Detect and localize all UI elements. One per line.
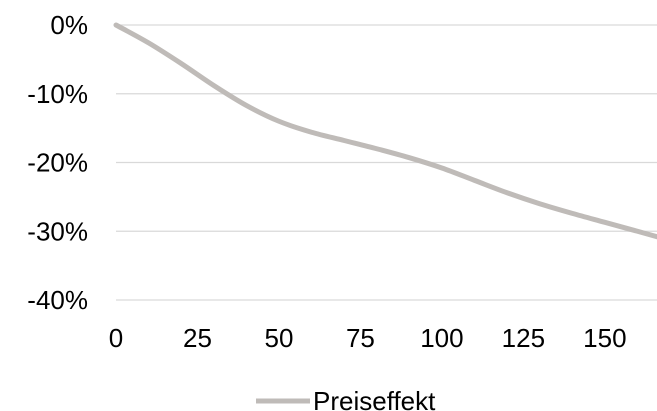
series-line-0 bbox=[113, 22, 657, 240]
x-tick-label: 100 bbox=[420, 323, 463, 353]
y-tick-label: -40% bbox=[27, 285, 88, 315]
y-tick-label: -20% bbox=[27, 148, 88, 178]
x-tick-label: 0 bbox=[109, 323, 123, 353]
x-tick-label: 150 bbox=[583, 323, 626, 353]
y-axis-tick-labels: 0% -10% -20% -30% -40% bbox=[27, 10, 88, 315]
series-layer bbox=[113, 22, 657, 240]
y-tick-label: 0% bbox=[50, 10, 88, 40]
x-tick-label: 75 bbox=[346, 323, 375, 353]
x-tick-label: 50 bbox=[264, 323, 293, 353]
grid-layer bbox=[116, 24, 657, 301]
y-tick-label: -30% bbox=[27, 216, 88, 246]
legend-label: Preiseffekt bbox=[313, 386, 436, 411]
x-axis-tick-labels: 0 25 50 75 100 125 150 bbox=[109, 323, 627, 353]
legend: Preiseffekt bbox=[256, 386, 436, 411]
x-tick-label: 25 bbox=[183, 323, 212, 353]
y-tick-label: -10% bbox=[27, 79, 88, 109]
x-tick-label: 125 bbox=[502, 323, 545, 353]
